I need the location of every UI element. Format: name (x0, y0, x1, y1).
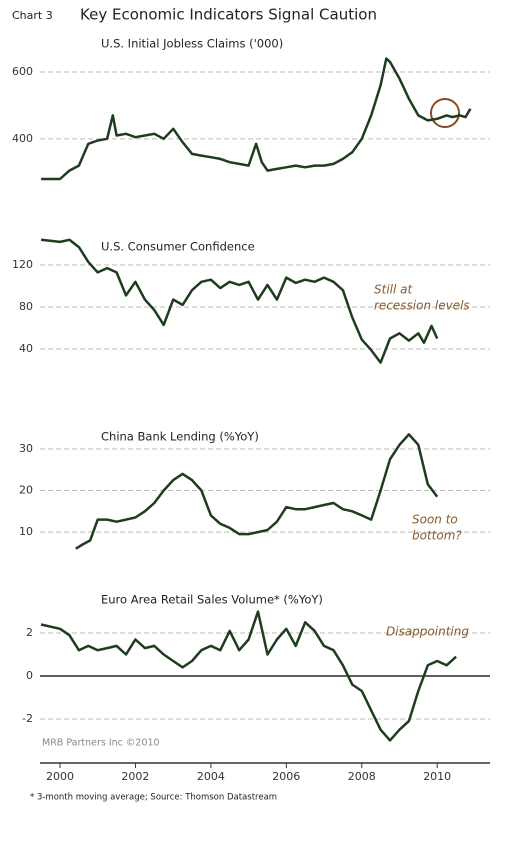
y-tick-label: -2 (22, 712, 33, 725)
x-tick-label: 2002 (121, 770, 149, 783)
panel-title: U.S. Consumer Confidence (101, 240, 255, 254)
chart-label: Chart 3 (12, 9, 53, 22)
x-tick-label: 2006 (272, 770, 300, 783)
series-line (41, 57, 472, 181)
chart-title: Key Economic Indicators Signal Caution (80, 6, 377, 24)
panel-title: China Bank Lending (%YoY) (101, 430, 259, 444)
y-tick-label: 2 (26, 626, 33, 639)
panel-title: Euro Area Retail Sales Volume* (%YoY) (101, 593, 323, 607)
x-tick-label: 2000 (46, 770, 74, 783)
series-line (40, 610, 457, 742)
x-tick-label: 2008 (348, 770, 376, 783)
x-tick-label: 2010 (423, 770, 451, 783)
y-tick-label: 30 (19, 442, 33, 455)
series-line (75, 433, 439, 550)
y-tick-label: 600 (12, 65, 33, 78)
x-tick-label: 2004 (197, 770, 225, 783)
y-tick-label: 20 (19, 484, 33, 497)
highlight-circle (430, 98, 460, 128)
y-tick-label: 40 (19, 342, 33, 355)
series-line (40, 238, 439, 364)
annotation: Soon to (412, 513, 458, 527)
annotation: bottom? (412, 529, 462, 543)
y-tick-label: 400 (12, 132, 33, 145)
y-tick-label: 0 (26, 669, 33, 682)
annotation: recession levels (374, 299, 470, 313)
annotation: Still at (374, 283, 413, 297)
panel-title: U.S. Initial Jobless Claims ('000) (101, 37, 283, 51)
y-tick-label: 80 (19, 300, 33, 313)
y-tick-label: 120 (12, 258, 33, 271)
source-mark: MRB Partners Inc ©2010 (42, 738, 160, 749)
y-tick-label: 10 (19, 525, 33, 538)
footnote: * 3-month moving average; Source: Thomso… (30, 793, 277, 803)
annotation: Disappointing (386, 625, 469, 639)
